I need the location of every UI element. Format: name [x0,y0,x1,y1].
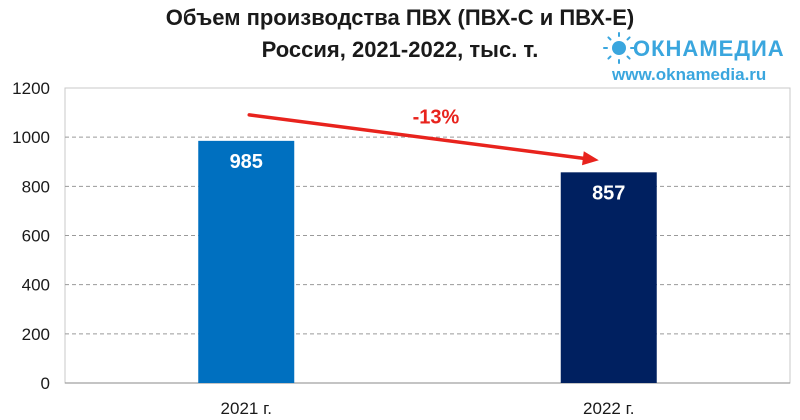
bar-2 [560,172,657,383]
category-label-1: 2021 г. [221,399,272,418]
category-label-2: 2022 г. [583,399,634,418]
trend-annotation: -13% [247,107,599,166]
chart-title-line-2: Россия, 2021-2022, тыс. т. [262,37,539,62]
x-axis-categories: 2021 г. 2022 г. [221,399,635,418]
trend-annotation-label: -13% [413,107,460,129]
y-tick-label: 400 [22,276,50,295]
y-axis-ticks: 0 200 400 600 800 1000 1200 [12,79,50,393]
data-labels: 985 857 [230,151,626,204]
bars [198,140,657,383]
data-label-1: 985 [230,151,263,173]
y-tick-label: 1200 [12,79,50,98]
y-tick-label: 1000 [12,128,50,147]
y-tick-label: 200 [22,325,50,344]
y-tick-label: 600 [22,227,50,246]
logo-brand: ОКНАМЕДИА [633,36,785,61]
logo-url: www.oknamedia.ru [611,65,766,84]
logo: ОКНАМЕДИА www.oknamedia.ru [603,32,785,84]
y-tick-label: 800 [22,177,50,196]
chart-title-line-1: Объем производства ПВХ (ПВХ-С и ПВХ-Е) [166,5,634,30]
trend-arrow-head [582,151,599,166]
chart-title: Объем производства ПВХ (ПВХ-С и ПВХ-Е) Ро… [166,5,634,62]
gridlines [64,87,791,384]
bar-1 [198,140,295,383]
trend-arrow-line [247,113,585,161]
logo-sun-icon [603,32,635,64]
y-tick-label: 0 [41,374,50,393]
data-label-2: 857 [592,182,625,204]
